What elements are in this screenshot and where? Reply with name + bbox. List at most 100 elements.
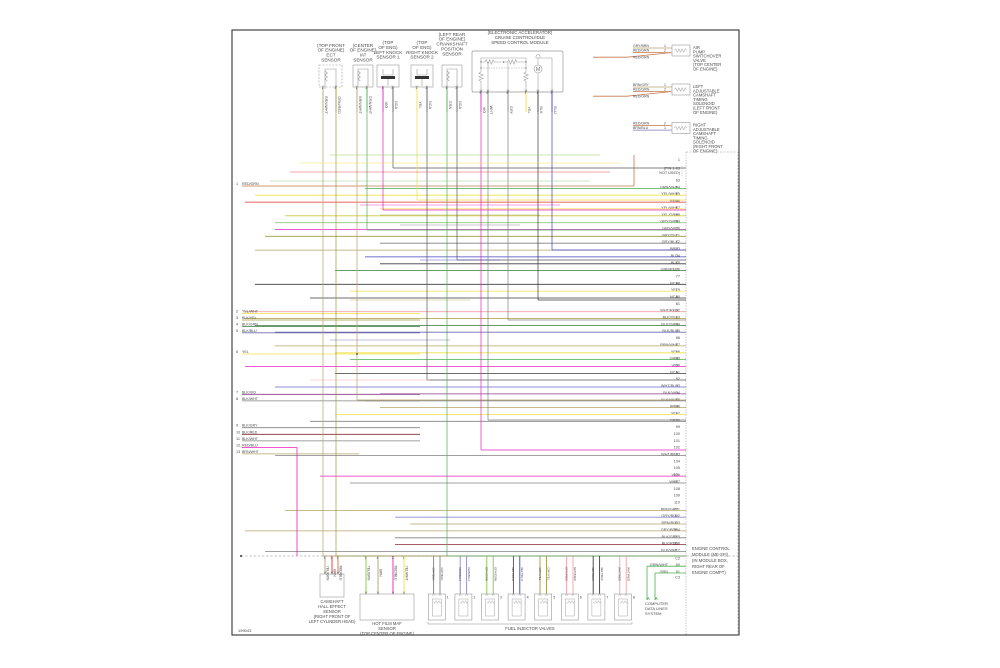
svg-text:63: 63 bbox=[676, 179, 680, 183]
svg-text:GRY/GRN: GRY/GRN bbox=[493, 567, 497, 581]
svg-text:GRY/YEL: GRY/YEL bbox=[547, 568, 551, 581]
svg-text:YEL/GRN: YEL/GRN bbox=[326, 566, 330, 581]
svg-text:SENSOR: SENSOR bbox=[353, 58, 373, 63]
svg-text:RED/GRN: RED/GRN bbox=[633, 94, 650, 98]
svg-text:2: 2 bbox=[664, 88, 666, 92]
svg-text:12: 12 bbox=[236, 444, 240, 448]
svg-text:5: 5 bbox=[553, 596, 555, 600]
svg-text:SENSOR 2: SENSOR 2 bbox=[410, 55, 434, 60]
svg-text:1: 1 bbox=[415, 86, 417, 90]
svg-text:BRN/WHT: BRN/WHT bbox=[242, 450, 260, 454]
svg-text:8: 8 bbox=[236, 397, 238, 401]
svg-text:BLU: BLU bbox=[553, 106, 557, 114]
svg-text:2: 2 bbox=[664, 122, 666, 126]
svg-text:(TOP CENTER OF ENGINE): (TOP CENTER OF ENGINE) bbox=[360, 631, 414, 636]
svg-text:2: 2 bbox=[392, 556, 394, 560]
svg-text:1: 1 bbox=[664, 126, 666, 130]
svg-text:GRY/BLK: GRY/BLK bbox=[431, 568, 435, 581]
svg-text:RED/GRN: RED/GRN bbox=[633, 55, 650, 59]
svg-text:BLK/GRY: BLK/GRY bbox=[242, 424, 258, 428]
svg-text:SENSOR: SENSOR bbox=[321, 58, 341, 63]
svg-text:GRY/GRN: GRY/GRN bbox=[485, 567, 489, 581]
svg-text:VIO: VIO bbox=[482, 107, 486, 114]
svg-text:OF ENGINE): OF ENGINE) bbox=[693, 148, 718, 153]
svg-text:WHT/RED: WHT/RED bbox=[626, 567, 630, 582]
svg-text:RED/GRN: RED/GRN bbox=[242, 182, 259, 186]
svg-text:1: 1 bbox=[536, 91, 538, 95]
svg-text:13: 13 bbox=[236, 450, 240, 454]
svg-text:7: 7 bbox=[606, 596, 608, 600]
svg-text:WHT/BLK: WHT/BLK bbox=[600, 567, 604, 580]
svg-text:7: 7 bbox=[524, 91, 526, 95]
svg-text:BLK/BLU: BLK/BLU bbox=[242, 329, 257, 333]
svg-text:BLK: BLK bbox=[539, 106, 543, 114]
svg-text:2: 2 bbox=[391, 86, 393, 90]
svg-text:RIGHT REAR OF: RIGHT REAR OF bbox=[692, 564, 725, 569]
svg-text:104: 104 bbox=[674, 459, 680, 463]
svg-text:86: 86 bbox=[676, 336, 680, 340]
svg-text:9: 9 bbox=[479, 91, 481, 95]
svg-text:BRN/BLU: BRN/BLU bbox=[633, 126, 649, 130]
svg-text:BLK/VIO: BLK/VIO bbox=[242, 390, 256, 394]
svg-text:YEL/GRN: YEL/GRN bbox=[367, 566, 371, 581]
svg-text:(IN MODULE BOX,: (IN MODULE BOX, bbox=[692, 558, 728, 563]
svg-text:3: 3 bbox=[500, 596, 502, 600]
svg-text:4: 4 bbox=[334, 86, 336, 90]
svg-text:RED/BLU: RED/BLU bbox=[394, 566, 398, 581]
svg-text:RED/GRN: RED/GRN bbox=[633, 88, 650, 92]
svg-text:100: 100 bbox=[674, 432, 680, 436]
svg-text:SENSOR: SENSOR bbox=[442, 51, 462, 56]
svg-text:4: 4 bbox=[236, 322, 238, 326]
svg-text:6: 6 bbox=[580, 596, 582, 600]
svg-text:2: 2 bbox=[664, 49, 666, 53]
svg-text:SPEED CONTROL MODULE: SPEED CONTROL MODULE bbox=[491, 40, 548, 45]
svg-text:NCA: NCA bbox=[458, 101, 462, 109]
svg-text:GRY: GRY bbox=[509, 106, 513, 115]
svg-text:VIO: VIO bbox=[384, 102, 388, 109]
svg-text:BRN: BRN bbox=[379, 569, 383, 577]
svg-text:SENSOR 1: SENSOR 1 bbox=[376, 55, 400, 60]
svg-text:YEL: YEL bbox=[418, 101, 422, 108]
svg-text:C3: C3 bbox=[675, 576, 680, 580]
svg-text:GRY/BLK: GRY/BLK bbox=[440, 568, 444, 581]
svg-text:BLK/GRY: BLK/GRY bbox=[662, 535, 679, 539]
svg-text:RED/BLU: RED/BLU bbox=[339, 566, 343, 581]
svg-text:5: 5 bbox=[236, 329, 238, 333]
svg-text:OF ENGINE): OF ENGINE) bbox=[693, 110, 718, 115]
svg-text:WHT/RED: WHT/RED bbox=[618, 567, 622, 582]
svg-text:BRN/WHT: BRN/WHT bbox=[358, 96, 362, 114]
svg-text:2: 2 bbox=[473, 596, 475, 600]
svg-text:LEFT CYLINDER HEAD): LEFT CYLINDER HEAD) bbox=[309, 619, 356, 624]
svg-text:4: 4 bbox=[527, 596, 529, 600]
svg-text:RED/BLU: RED/BLU bbox=[242, 444, 258, 448]
svg-text:SYSTEM: SYSTEM bbox=[645, 611, 661, 616]
svg-text:WHT: WHT bbox=[489, 106, 493, 115]
svg-text:1: 1 bbox=[664, 83, 666, 87]
svg-text:BRN/BLU: BRN/BLU bbox=[662, 521, 679, 525]
svg-text:3: 3 bbox=[324, 556, 326, 560]
svg-text:NCA: NCA bbox=[394, 101, 398, 109]
svg-text:109: 109 bbox=[674, 494, 680, 498]
svg-text:81: 81 bbox=[676, 302, 680, 306]
svg-text:108: 108 bbox=[674, 487, 680, 491]
svg-text:(PIN 1-63: (PIN 1-63 bbox=[664, 166, 680, 170]
svg-text:10: 10 bbox=[236, 430, 240, 434]
svg-text:105: 105 bbox=[674, 466, 680, 470]
svg-text:110: 110 bbox=[674, 501, 680, 505]
svg-text:2: 2 bbox=[425, 86, 427, 90]
svg-text:1: 1 bbox=[355, 86, 357, 90]
svg-text:YEL/WHT: YEL/WHT bbox=[242, 310, 259, 314]
svg-text:GRN: GRN bbox=[660, 570, 669, 574]
svg-text:BRN: BRN bbox=[333, 569, 337, 577]
svg-text:1: 1 bbox=[337, 556, 339, 560]
svg-text:FUEL INJECTOR VALVES: FUEL INJECTOR VALVES bbox=[505, 626, 555, 631]
svg-text:77: 77 bbox=[676, 274, 680, 278]
svg-text:BLK/WHT: BLK/WHT bbox=[242, 397, 259, 401]
svg-text:8: 8 bbox=[633, 596, 635, 600]
svg-text:BRN/WHT: BRN/WHT bbox=[324, 96, 328, 114]
svg-text:99: 99 bbox=[676, 425, 680, 429]
svg-text:YEL: YEL bbox=[242, 350, 249, 354]
svg-text:GRN/BLU: GRN/BLU bbox=[467, 567, 471, 580]
svg-text:1: 1 bbox=[321, 86, 323, 90]
svg-text:1: 1 bbox=[236, 182, 238, 186]
